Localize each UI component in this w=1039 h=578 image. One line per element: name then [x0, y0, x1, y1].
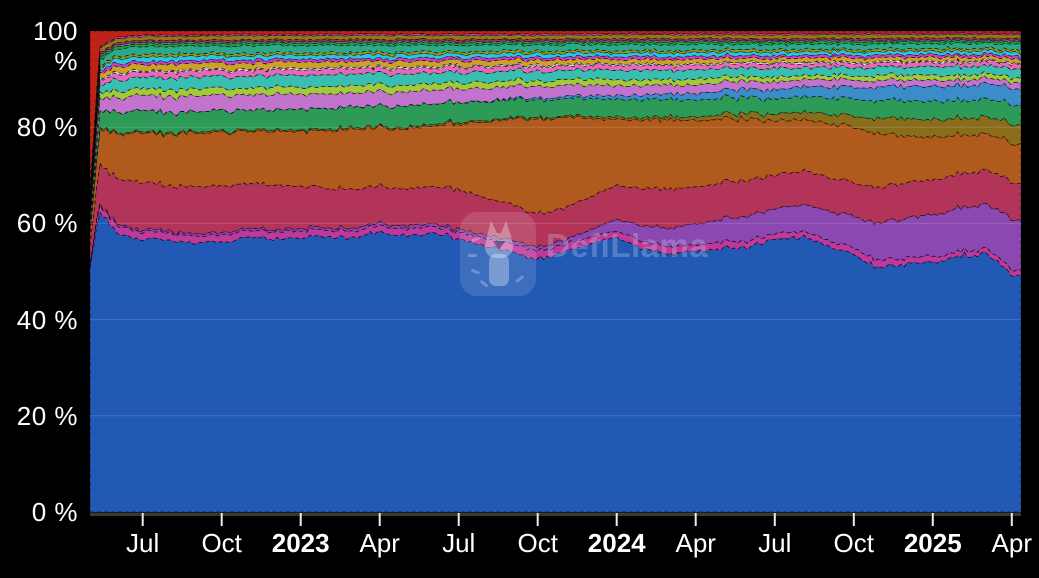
x-axis-label: 2023	[271, 528, 330, 558]
y-axis-label: 100 %	[33, 16, 78, 76]
area-magenta-stripe	[89, 51, 1022, 208]
area-red-collapse-band	[89, 30, 1022, 188]
x-axis-line	[90, 512, 1021, 516]
y-axis-label: 60 %	[16, 208, 78, 239]
y-axis-label: 40 %	[16, 304, 78, 335]
x-axis-label: Oct	[833, 528, 874, 558]
area-yellow-green-band	[89, 70, 1022, 221]
x-axis-label: Oct	[201, 528, 242, 558]
y-axis-label: 80 %	[16, 112, 78, 143]
area-olive-stripe	[89, 45, 1022, 204]
x-axis-label: Oct	[517, 528, 558, 558]
x-axis-label: 2025	[903, 528, 962, 558]
x-axis-label: 2024	[587, 528, 646, 558]
y-axis-label: 0 %	[31, 497, 78, 527]
x-axis-label: Jul	[442, 528, 476, 558]
x-axis-label: Jul	[126, 528, 160, 558]
x-axis-label: Jul	[758, 528, 792, 558]
x-axis-label: Apr	[359, 528, 400, 558]
y-axis-label: 20 %	[16, 400, 78, 431]
x-axis-label: Apr	[991, 528, 1033, 558]
area-magenta-top-line	[89, 32, 1022, 190]
area-blue-base-band	[89, 211, 1022, 513]
area-teal-stripe	[89, 41, 1022, 201]
x-axis-label: Apr	[675, 528, 716, 558]
